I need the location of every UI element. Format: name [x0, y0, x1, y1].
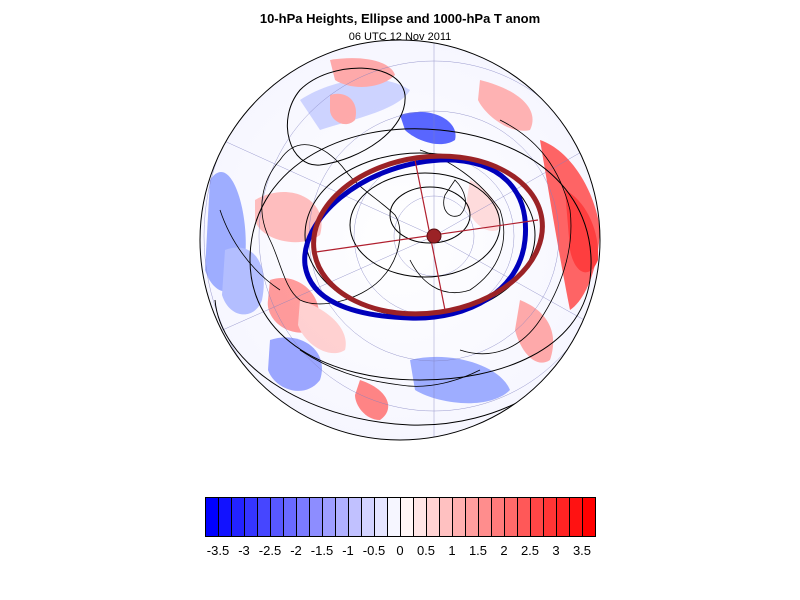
colorbar-box [517, 497, 531, 537]
colorbar-box [322, 497, 336, 537]
colorbar-tick-label: 2.5 [520, 543, 540, 558]
colorbar-tick-label: 3.5 [572, 543, 592, 558]
colorbar-box [439, 497, 453, 537]
colorbar-tick-label: -2.5 [258, 543, 282, 558]
colorbar-box [452, 497, 466, 537]
chart-subtitle: 06 UTC 12 Nov 2011 [348, 31, 452, 43]
colorbar-tick-label: 1 [448, 543, 456, 558]
colorbar-box [569, 497, 583, 537]
ellipse-center-marker [426, 228, 442, 244]
colorbar-tick-label: -3 [238, 543, 250, 558]
colorbar-tick-label: -1.5 [310, 543, 334, 558]
colorbar-box [205, 497, 219, 537]
ellipse-fit [311, 153, 545, 317]
colorbar-tick-label: -2 [290, 543, 302, 558]
colorbar-box [387, 497, 401, 537]
colorbar-box [218, 497, 232, 537]
colorbar-tick-label: -1 [342, 543, 354, 558]
colorbar-tick-label: -0.5 [362, 543, 386, 558]
colorbar-box [270, 497, 284, 537]
colorbar-box [465, 497, 479, 537]
colorbar-box [400, 497, 414, 537]
colorbar-tick-label: 1.5 [468, 543, 488, 558]
colorbar-tick-label: 2 [500, 543, 508, 558]
colorbar-box [361, 497, 375, 537]
colorbar-box [582, 497, 596, 537]
colorbar-box [335, 497, 349, 537]
chart-title: 10-hPa Heights, Ellipse and 1000-hPa T a… [259, 11, 541, 26]
globe-border [199, 39, 601, 441]
colorbar-box [348, 497, 362, 537]
colorbar-box [413, 497, 427, 537]
colorbar-box [478, 497, 492, 537]
colorbar-box [530, 497, 544, 537]
map-disc [200, 40, 600, 440]
colorbar-box [309, 497, 323, 537]
ellipse-observed [302, 157, 529, 321]
colorbar-box [504, 497, 518, 537]
colorbar-box [283, 497, 297, 537]
colorbar-box [257, 497, 271, 537]
colorbar-tick-label: 0 [396, 543, 404, 558]
colorbar-box [426, 497, 440, 537]
colorbar-box [543, 497, 557, 537]
colorbar-box [231, 497, 245, 537]
colorbar-box [374, 497, 388, 537]
colorbar-tick-label: -3.5 [206, 543, 230, 558]
colorbar-labels: -3.5 -3 -2.5 -2 -1.5 -1 -0.5 0 0.5 1 1.5 2 2.5 3 3.5 [0, 543, 800, 561]
coastlines [219, 119, 572, 387]
colorbar-box [491, 497, 505, 537]
colorbar-tick-label: 3 [552, 543, 560, 558]
colorbar-tick-label: 0.5 [416, 543, 436, 558]
colorbar-box [556, 497, 570, 537]
colorbar-box [296, 497, 310, 537]
colorbar [205, 497, 596, 537]
colorbar-box [244, 497, 258, 537]
